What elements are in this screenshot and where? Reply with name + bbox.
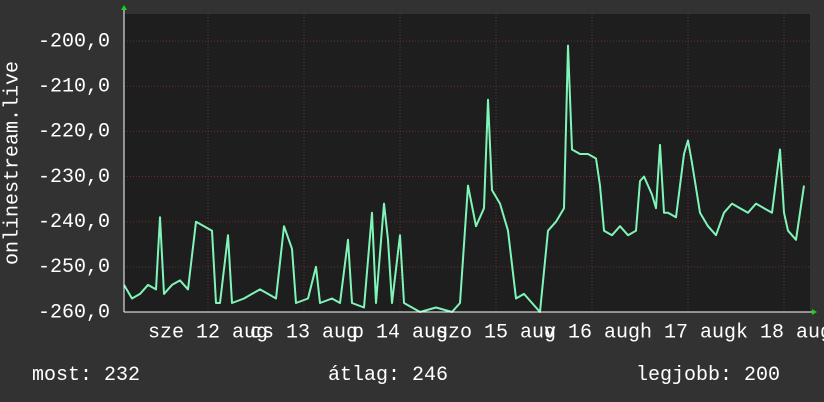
footer-stat: átlag: 246 bbox=[328, 364, 448, 387]
y-tick-label: -250,0 bbox=[38, 256, 110, 279]
stat-value: 232 bbox=[104, 364, 140, 387]
stat-label: átlag: bbox=[328, 364, 400, 387]
plot-area bbox=[124, 14, 810, 312]
footer-stat: most: 232 bbox=[32, 364, 140, 387]
stat-label: most: bbox=[32, 364, 92, 387]
x-tick-label: v 16 aug bbox=[544, 321, 640, 344]
x-tick-label: p 14 aug bbox=[352, 321, 448, 344]
x-tick-label: sze 12 aug bbox=[148, 321, 268, 344]
y-axis-label: onlinestream.live bbox=[1, 61, 24, 265]
stat-value: 246 bbox=[412, 364, 448, 387]
x-tick-label: h 17 aug bbox=[640, 321, 736, 344]
footer-stat: legjobb: 200 bbox=[636, 364, 780, 387]
x-tick-label: cs 13 aug bbox=[250, 321, 358, 344]
y-tick-label: -260,0 bbox=[38, 301, 110, 324]
x-tick-label: szo 15 aug bbox=[436, 321, 556, 344]
stat-label: legjobb: bbox=[636, 364, 732, 387]
y-tick-label: -240,0 bbox=[38, 211, 110, 234]
axis-arrow bbox=[812, 309, 817, 315]
x-tick-label: k 18 aug bbox=[736, 321, 824, 344]
y-tick-label: -220,0 bbox=[38, 121, 110, 144]
y-tick-label: -230,0 bbox=[38, 166, 110, 189]
y-tick-label: -200,0 bbox=[38, 30, 110, 53]
y-tick-label: -210,0 bbox=[38, 76, 110, 99]
axis-arrow bbox=[121, 5, 127, 10]
stat-value: 200 bbox=[744, 364, 780, 387]
data-line bbox=[123, 44, 805, 313]
